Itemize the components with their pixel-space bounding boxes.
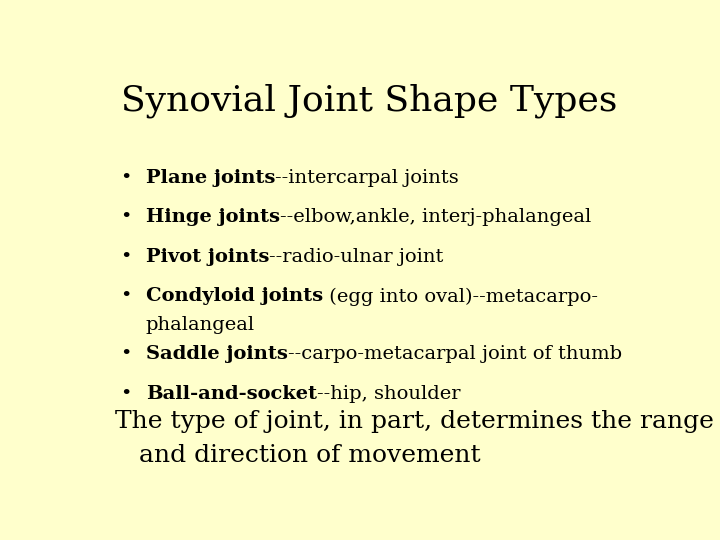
Text: Hinge joints: Hinge joints	[145, 208, 280, 226]
Text: Synovial Joint Shape Types: Synovial Joint Shape Types	[121, 84, 617, 118]
Text: Saddle joints: Saddle joints	[145, 346, 288, 363]
Text: --radio-ulnar joint: --radio-ulnar joint	[269, 248, 444, 266]
Text: •: •	[120, 208, 132, 226]
Text: Pivot joints: Pivot joints	[145, 248, 269, 266]
Text: (egg into oval)--metacarpo-: (egg into oval)--metacarpo-	[323, 287, 598, 306]
Text: •: •	[120, 346, 132, 363]
Text: •: •	[120, 385, 132, 403]
Text: --elbow,ankle, interj-phalangeal: --elbow,ankle, interj-phalangeal	[280, 208, 591, 226]
Text: •: •	[120, 168, 132, 187]
Text: •: •	[120, 248, 132, 266]
Text: Condyloid joints: Condyloid joints	[145, 287, 323, 305]
Text: --hip, shoulder: --hip, shoulder	[317, 385, 460, 403]
Text: phalangeal: phalangeal	[145, 316, 255, 334]
Text: Ball-and-socket: Ball-and-socket	[145, 385, 317, 403]
Text: and direction of movement: and direction of movement	[115, 444, 481, 467]
Text: Plane joints: Plane joints	[145, 168, 275, 187]
Text: •: •	[120, 287, 132, 305]
Text: --carpo-metacarpal joint of thumb: --carpo-metacarpal joint of thumb	[288, 346, 622, 363]
Text: --intercarpal joints: --intercarpal joints	[275, 168, 459, 187]
Text: The type of joint, in part, determines the range: The type of joint, in part, determines t…	[115, 410, 714, 433]
